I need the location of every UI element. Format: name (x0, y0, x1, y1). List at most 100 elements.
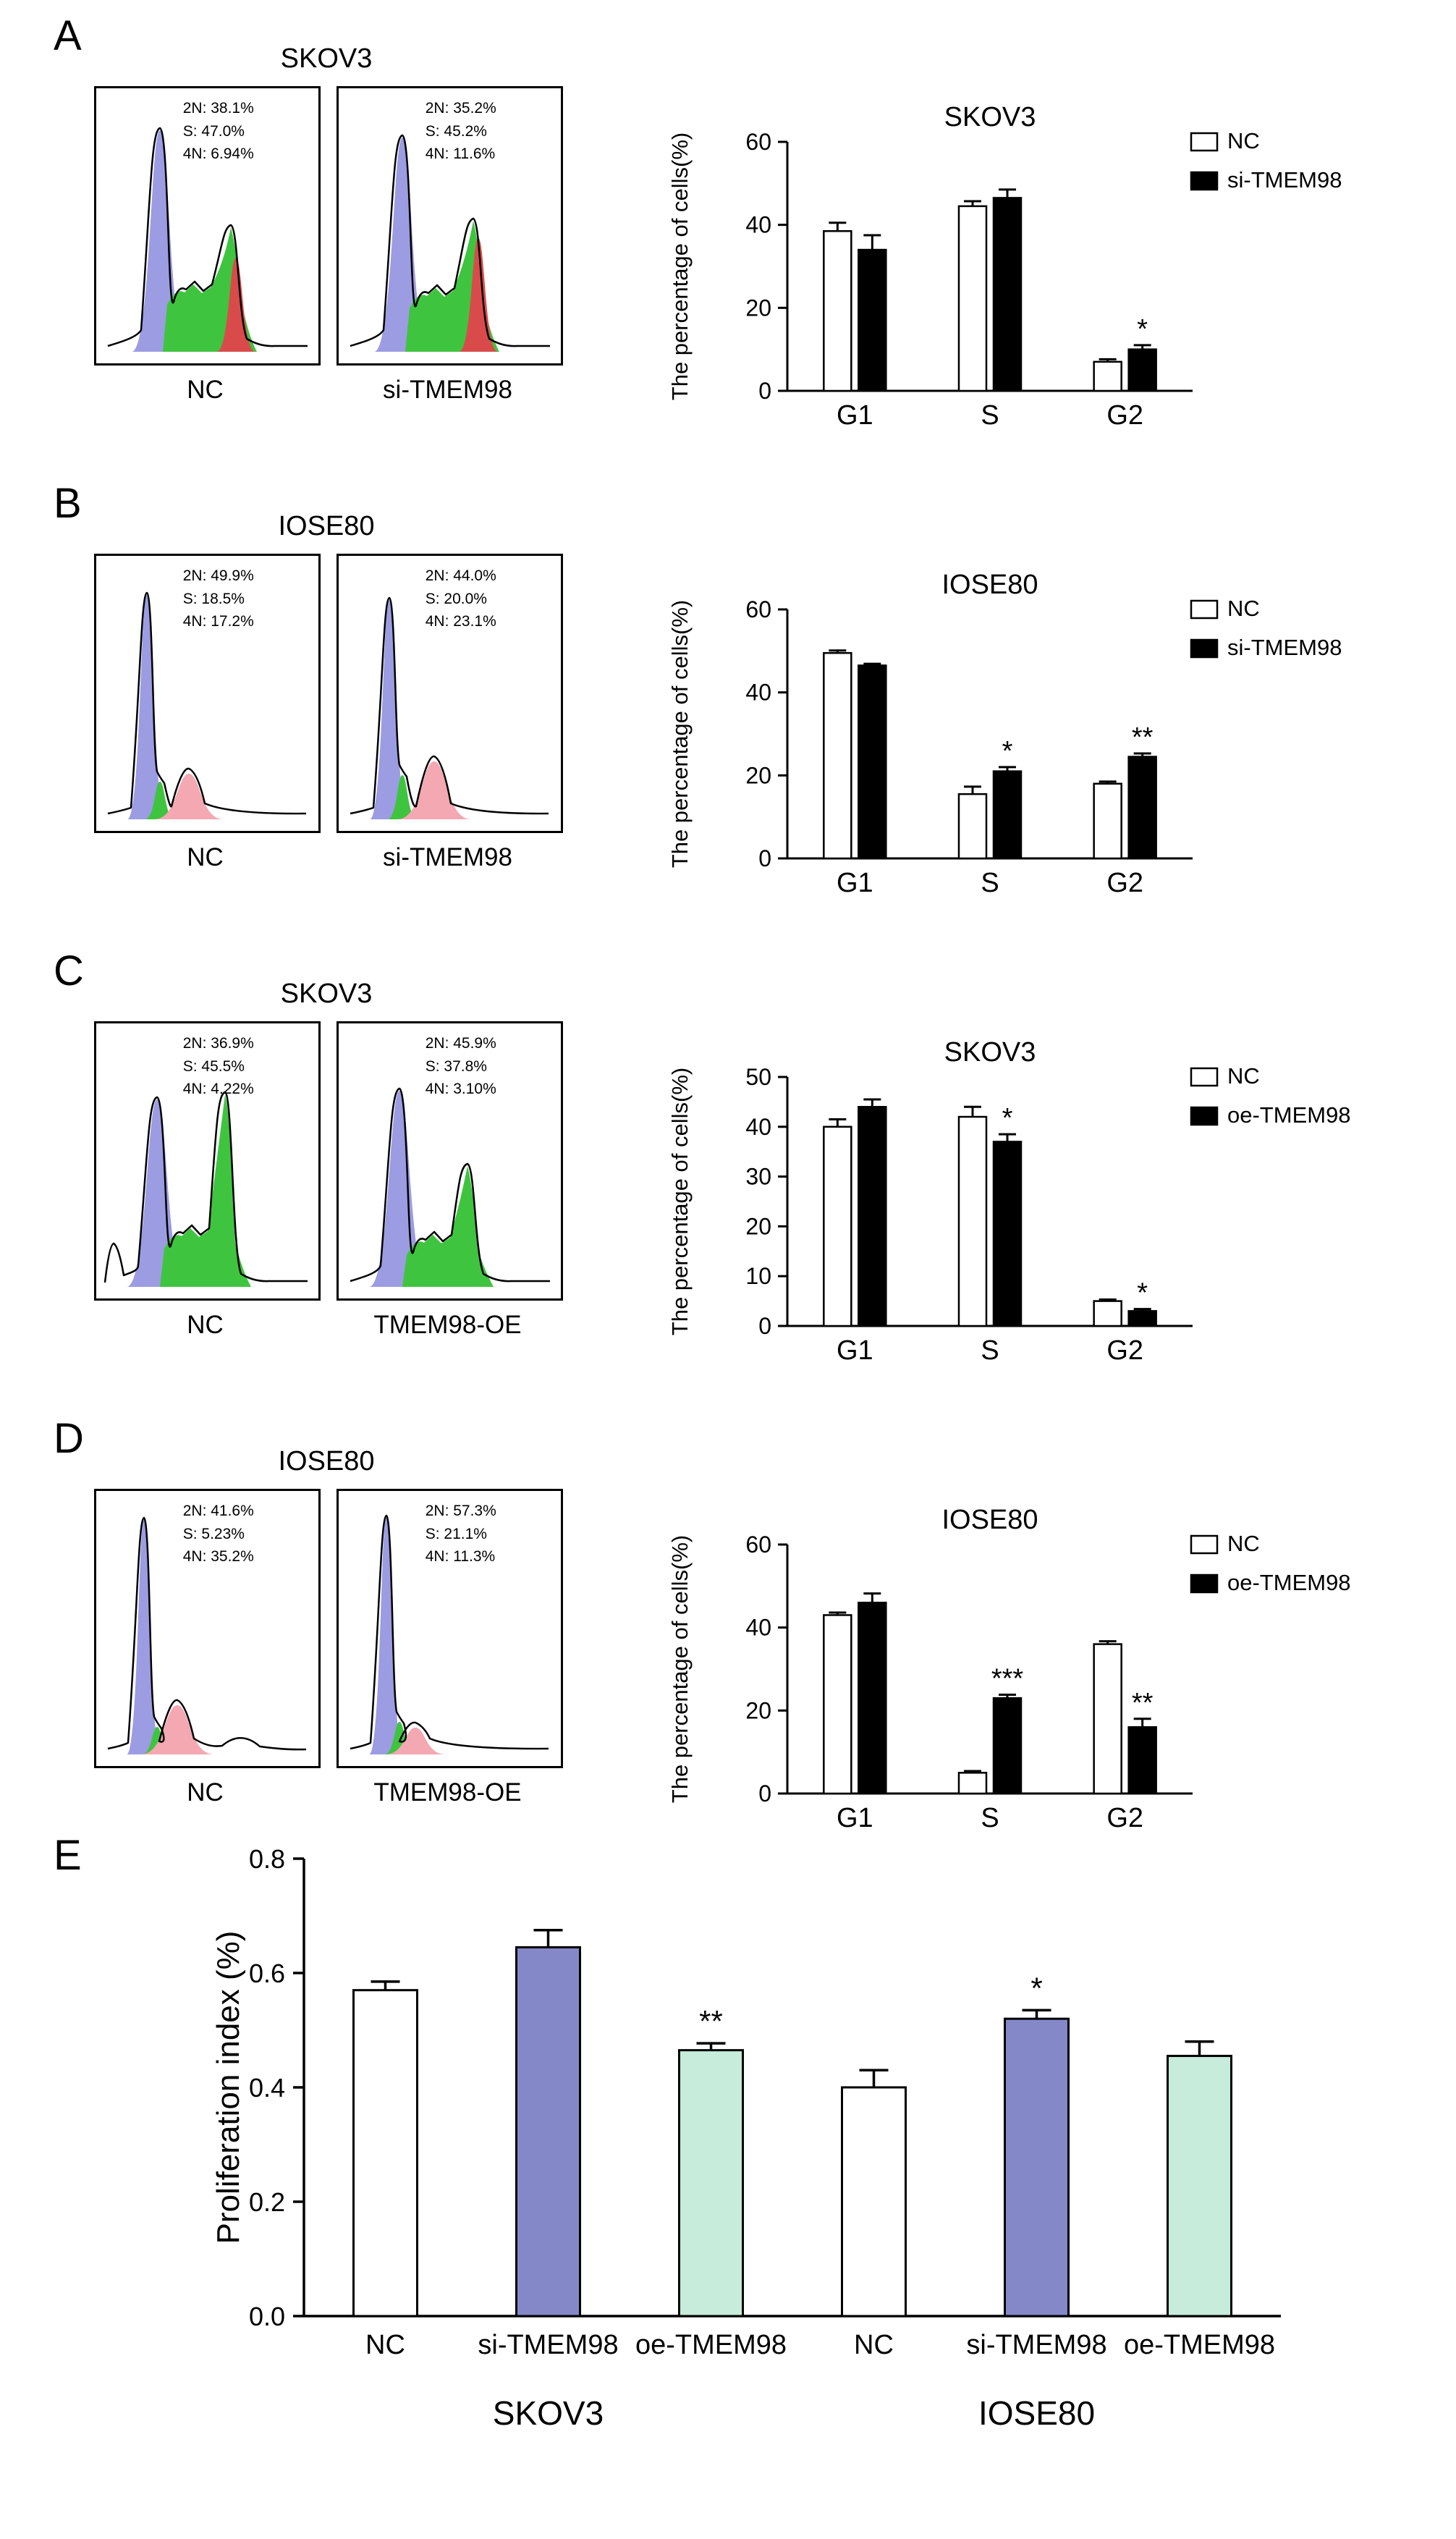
flow-histogram (350, 1087, 550, 1287)
legend-swatch (1190, 599, 1219, 620)
panel-a: A SKOV3 2N: 38.1% S: 47.0% 4N: 6.94% NC (0, 12, 1456, 482)
stat-s: S: 45.2% (425, 122, 487, 140)
legend-label: si-TMEM98 (1227, 167, 1342, 193)
flow-histogram (107, 1516, 307, 1754)
flow-stats: 2N: 41.6% S: 5.23% 4N: 35.2% (183, 1500, 254, 1568)
category-label: S (981, 868, 999, 898)
histogram-outline (350, 134, 550, 347)
bar (1093, 782, 1122, 860)
tick-label: 50 (745, 1064, 771, 1090)
stat-4n: 4N: 11.6% (425, 145, 496, 162)
panel-c: C SKOV3 2N: 36.9% S: 45.5% 4N: 4.22% NC (0, 947, 1456, 1417)
legend-label: NC (1227, 128, 1260, 153)
stat-s: S: 21.1% (425, 1525, 487, 1542)
stat-4n: 4N: 4.22% (182, 1081, 254, 1097)
tick-label: 30 (745, 1164, 771, 1190)
g1-peak-fill (369, 1091, 430, 1287)
tick-label: 60 (745, 596, 771, 622)
bar (858, 664, 887, 860)
category-label: S (981, 1335, 999, 1366)
flow-caption: NC (187, 843, 224, 871)
tick-label: 0.8 (249, 1844, 285, 1874)
flow-caption: si-TMEM98 (383, 843, 512, 871)
stat-2n: 2N: 35.2% (425, 100, 496, 117)
flow-title-a: SKOV3 (280, 43, 373, 74)
flow-histogram-frame: 2N: 44.0% S: 20.0% 4N: 23.1% (337, 554, 563, 833)
flow-stats: 2N: 44.0% S: 20.0% 4N: 23.1% (426, 565, 496, 633)
y-axis-label: The percentage of cells(%) (667, 132, 693, 400)
flow-caption: TMEM98-OE (373, 1778, 522, 1807)
bar (515, 1946, 581, 2318)
bar (858, 1602, 887, 1795)
legend-swatch (1190, 1106, 1219, 1126)
bar-chart: SKOV3 The percentage of cells(%) 0 20 40 60 G1… (667, 102, 1342, 431)
flow-histogram-frame: 2N: 38.1% S: 47.0% 4N: 6.94% (94, 86, 321, 366)
flow-caption: NC (187, 1311, 224, 1339)
flow-stats: 2N: 36.9% S: 45.5% 4N: 4.22% (183, 1032, 254, 1101)
proliferation-bar-chart: Proliferation index (%) 0.0 0.2 0.4 0.6 0.8 NC… (211, 1844, 1281, 2432)
s-phase-fill (387, 775, 418, 819)
category-label: oe-TMEM98 (1124, 2330, 1275, 2360)
y-axis-label: Proliferation index (%) (211, 1931, 246, 2244)
flow-histogram (107, 127, 308, 352)
tick-label: 0.6 (249, 1959, 285, 1988)
flow-histogram (103, 1091, 308, 1287)
legend-swatch (1190, 1067, 1219, 1087)
stat-4n: 4N: 35.2% (182, 1548, 254, 1565)
stat-2n: 2N: 41.6% (182, 1503, 254, 1519)
bar (841, 2086, 907, 2318)
bar (957, 205, 988, 392)
chart-title: SKOV3 (944, 102, 1036, 132)
bar-chart-host-d: IOSE80 The percentage of cells(%) 0 20 40 60 G… (650, 1427, 1456, 1872)
category-label: G1 (837, 1803, 873, 1833)
bar (823, 1614, 852, 1795)
tick-label: 20 (745, 295, 771, 321)
chart-title: IOSE80 (941, 1505, 1038, 1535)
flow-title-d: IOSE80 (278, 1446, 375, 1476)
significance-marker: ** (1132, 1688, 1154, 1718)
bar (957, 1772, 988, 1795)
flow-histogram-frame: 2N: 57.3% S: 21.1% 4N: 11.3% (337, 1489, 563, 1768)
significance-marker: * (1002, 736, 1013, 766)
category-label: G1 (837, 1335, 873, 1366)
bar (957, 1115, 988, 1327)
stat-2n: 2N: 38.1% (182, 100, 254, 117)
bar (858, 1106, 887, 1327)
chart-title: IOSE80 (941, 570, 1038, 600)
stat-4n: 4N: 3.10% (425, 1081, 496, 1097)
legend-swatch (1190, 1573, 1219, 1594)
histogram-outline (350, 596, 549, 815)
significance-marker: * (1002, 1103, 1013, 1133)
tick-label: 0.2 (249, 2187, 285, 2217)
flow-plot-c-nc: 2N: 36.9% S: 45.5% 4N: 4.22% NC (94, 1021, 321, 1340)
category-label: oe-TMEM98 (635, 2330, 787, 2360)
tick-label: 20 (745, 1213, 771, 1239)
tick-label: 0 (758, 378, 771, 404)
significance-marker: ** (699, 2004, 723, 2038)
legend-label: NC (1227, 1063, 1260, 1089)
category-label: NC (854, 2330, 894, 2360)
bar-chart-host-c: SKOV3 The percentage of cells(%) 0 10 20 30 40… (650, 960, 1456, 1405)
bar (823, 230, 852, 392)
significance-marker: * (1030, 1971, 1042, 2005)
stat-s: S: 5.23% (182, 1525, 245, 1542)
tick-label: 40 (745, 1615, 771, 1641)
bar (352, 1989, 418, 2318)
bar (1093, 1300, 1122, 1327)
category-label: G2 (1106, 400, 1143, 431)
category-label: si-TMEM98 (966, 2330, 1106, 2360)
tick-label: 40 (745, 1114, 771, 1140)
significance-marker: * (1137, 1278, 1148, 1309)
flow-histogram (350, 596, 549, 819)
legend-swatch (1190, 638, 1219, 659)
s-phase-fill (160, 1094, 251, 1287)
group-label: SKOV3 (493, 2394, 604, 2432)
tick-label: 60 (745, 129, 771, 155)
g2-peak-fill (459, 238, 498, 352)
flow-plot-b-nc: 2N: 49.9% S: 18.5% 4N: 17.2% NC (94, 554, 321, 872)
category-label: S (981, 1803, 999, 1833)
significance-marker: ** (1132, 722, 1154, 753)
flow-histogram (107, 591, 307, 819)
flow-histogram-frame: 2N: 35.2% S: 45.2% 4N: 11.6% (337, 86, 563, 366)
bar-chart: SKOV3 The percentage of cells(%) 0 10 20 30 40… (667, 1037, 1351, 1366)
